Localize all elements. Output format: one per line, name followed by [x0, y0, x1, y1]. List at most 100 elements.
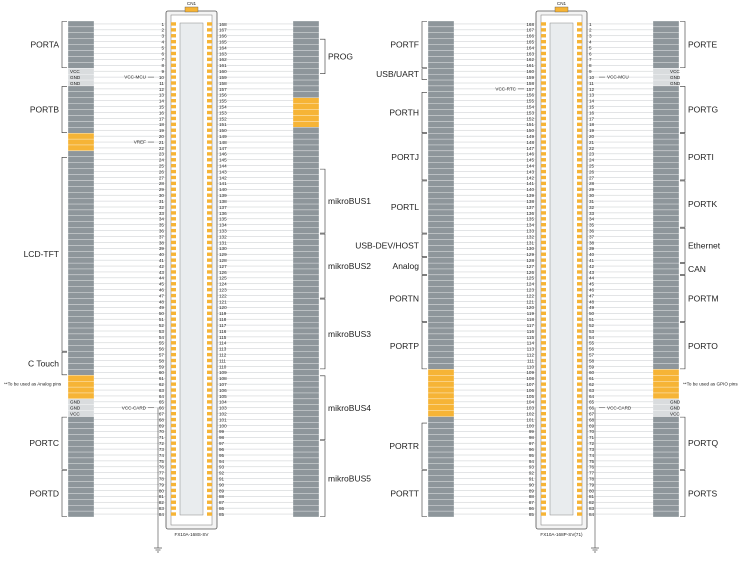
pin-pad — [541, 299, 546, 304]
pin-label-box — [67, 186, 95, 193]
pin-number: 33 — [159, 211, 165, 216]
pin-number: 24 — [159, 158, 165, 163]
pin-pad — [207, 453, 212, 457]
pin-number: 150 — [219, 128, 227, 133]
pin-pad — [207, 28, 212, 32]
pin-number: 71 — [159, 435, 165, 440]
pin-pad — [541, 163, 546, 168]
group-bracket — [680, 227, 686, 263]
pin-number: 12 — [589, 87, 595, 92]
pin-pad — [541, 376, 546, 380]
pin-pad — [171, 45, 176, 50]
pin-label-box — [652, 121, 680, 128]
pin-label-box — [292, 262, 320, 270]
pin-label-box — [652, 286, 680, 293]
pin-pad — [207, 406, 212, 410]
pin-pad — [207, 63, 212, 67]
pin-label-box — [292, 298, 320, 305]
pin-label-box — [652, 221, 680, 228]
pin-pad — [541, 423, 546, 428]
pin-number: 156 — [526, 93, 534, 98]
pin-pad — [541, 252, 546, 256]
pin-number: 60 — [159, 370, 165, 375]
pin-label-box — [427, 103, 455, 110]
pin-label-box — [292, 463, 320, 470]
pin-pad — [171, 246, 176, 251]
pin-pad — [577, 276, 582, 280]
pin-pad — [541, 305, 546, 310]
pin-number: 87 — [219, 500, 225, 505]
pin-number: 115 — [219, 335, 227, 340]
pin-pad — [541, 175, 546, 180]
pin-number: 33 — [589, 211, 595, 216]
pin-number: 105 — [526, 394, 534, 399]
group-label: PORTB — [30, 105, 59, 115]
pin-pad — [541, 411, 546, 416]
pin-label-box — [652, 32, 680, 39]
pin-number: 45 — [159, 282, 165, 287]
pin-pad — [171, 223, 176, 227]
pin-label-box — [652, 227, 680, 234]
pin-pad — [577, 158, 582, 162]
pin-pad — [171, 193, 176, 197]
pin-pad — [171, 39, 176, 44]
group-bracket — [61, 157, 67, 352]
pin-pad — [577, 417, 582, 422]
pin-number: 163 — [219, 51, 227, 56]
group-label: PORTF — [390, 40, 419, 50]
pin-label-box — [652, 381, 680, 388]
pin-pad — [207, 311, 212, 315]
pin-label-box — [427, 493, 455, 500]
pin-number: 129 — [526, 252, 534, 257]
group-bracket — [421, 180, 427, 234]
pin-label-box — [427, 404, 455, 411]
pin-label-box — [292, 369, 320, 376]
annotation-label: VCC-MCU — [124, 75, 146, 80]
pin-number: 53 — [589, 329, 595, 334]
pin-pad — [541, 311, 546, 315]
pin-pad — [541, 287, 546, 292]
pin-number: 78 — [159, 476, 165, 481]
pin-label-box — [427, 109, 455, 116]
pin-label-box — [652, 162, 680, 169]
pin-number: 7 — [161, 57, 164, 62]
pin-number: 130 — [526, 246, 534, 251]
pin-number: 86 — [529, 506, 535, 511]
pin-label-box — [427, 245, 455, 252]
pin-number: 145 — [526, 158, 534, 163]
pin-number: 148 — [526, 140, 534, 145]
pin-pad — [541, 217, 546, 221]
group-label: USB/UART — [376, 69, 419, 79]
pin-pad — [541, 45, 546, 50]
pin-label-box — [652, 262, 680, 270]
pin-label-box — [427, 333, 455, 341]
pin-number: 35 — [589, 223, 595, 228]
pin-label-box — [292, 404, 320, 411]
pin-number: 28 — [159, 181, 165, 186]
pin-number: 145 — [219, 158, 227, 163]
pin-pad — [207, 187, 212, 191]
pin-pad — [171, 199, 176, 203]
pin-label-box — [67, 381, 95, 388]
pin-number: 76 — [589, 465, 595, 470]
pin-label-box — [427, 440, 455, 447]
pin-label-box — [292, 215, 320, 222]
pin-pad — [207, 110, 212, 115]
pin-number: 48 — [589, 299, 595, 304]
pin-pad — [577, 429, 582, 434]
pin-label-box — [652, 274, 680, 281]
pin-label-box — [427, 499, 455, 506]
pin-pad — [171, 87, 176, 91]
pin-label-box — [67, 327, 95, 335]
pin-label-box — [67, 97, 95, 104]
pin-number: 166 — [219, 34, 227, 39]
pin-number: 155 — [219, 99, 227, 104]
pin-label-box — [292, 357, 320, 364]
pin-label-box — [652, 91, 680, 98]
pin-pad — [171, 152, 176, 156]
pin-number: 75 — [159, 459, 165, 464]
pin-pad — [207, 116, 212, 121]
pin-number: 116 — [527, 329, 535, 334]
pin-pad — [207, 329, 212, 333]
